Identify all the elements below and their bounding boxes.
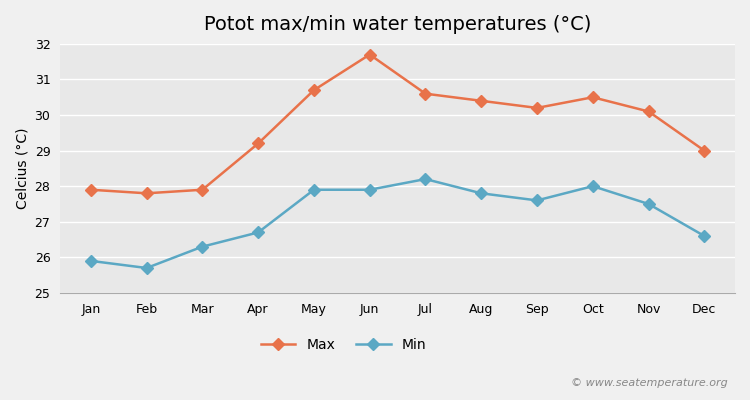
Max	[365, 52, 374, 57]
Min	[421, 177, 430, 182]
Max	[421, 91, 430, 96]
Min	[198, 244, 207, 249]
Min	[588, 184, 597, 188]
Min	[86, 258, 95, 263]
Max	[700, 148, 709, 153]
Title: Potot max/min water temperatures (°C): Potot max/min water temperatures (°C)	[204, 15, 591, 34]
Max	[532, 106, 542, 110]
Min	[644, 202, 653, 206]
Max	[588, 95, 597, 100]
Max	[198, 187, 207, 192]
Y-axis label: Celcius (°C): Celcius (°C)	[15, 128, 29, 209]
Min	[142, 266, 151, 270]
Max	[310, 88, 319, 92]
Min	[477, 191, 486, 196]
Max	[254, 141, 262, 146]
Min	[700, 234, 709, 238]
Max	[86, 187, 95, 192]
Min	[365, 187, 374, 192]
Max	[644, 109, 653, 114]
Min	[254, 230, 262, 235]
Min	[310, 187, 319, 192]
Min	[532, 198, 542, 203]
Legend: Max, Min: Max, Min	[255, 332, 432, 357]
Max	[477, 98, 486, 103]
Text: © www.seatemperature.org: © www.seatemperature.org	[571, 378, 728, 388]
Max	[142, 191, 151, 196]
Line: Max: Max	[87, 50, 709, 198]
Line: Min: Min	[87, 175, 709, 272]
